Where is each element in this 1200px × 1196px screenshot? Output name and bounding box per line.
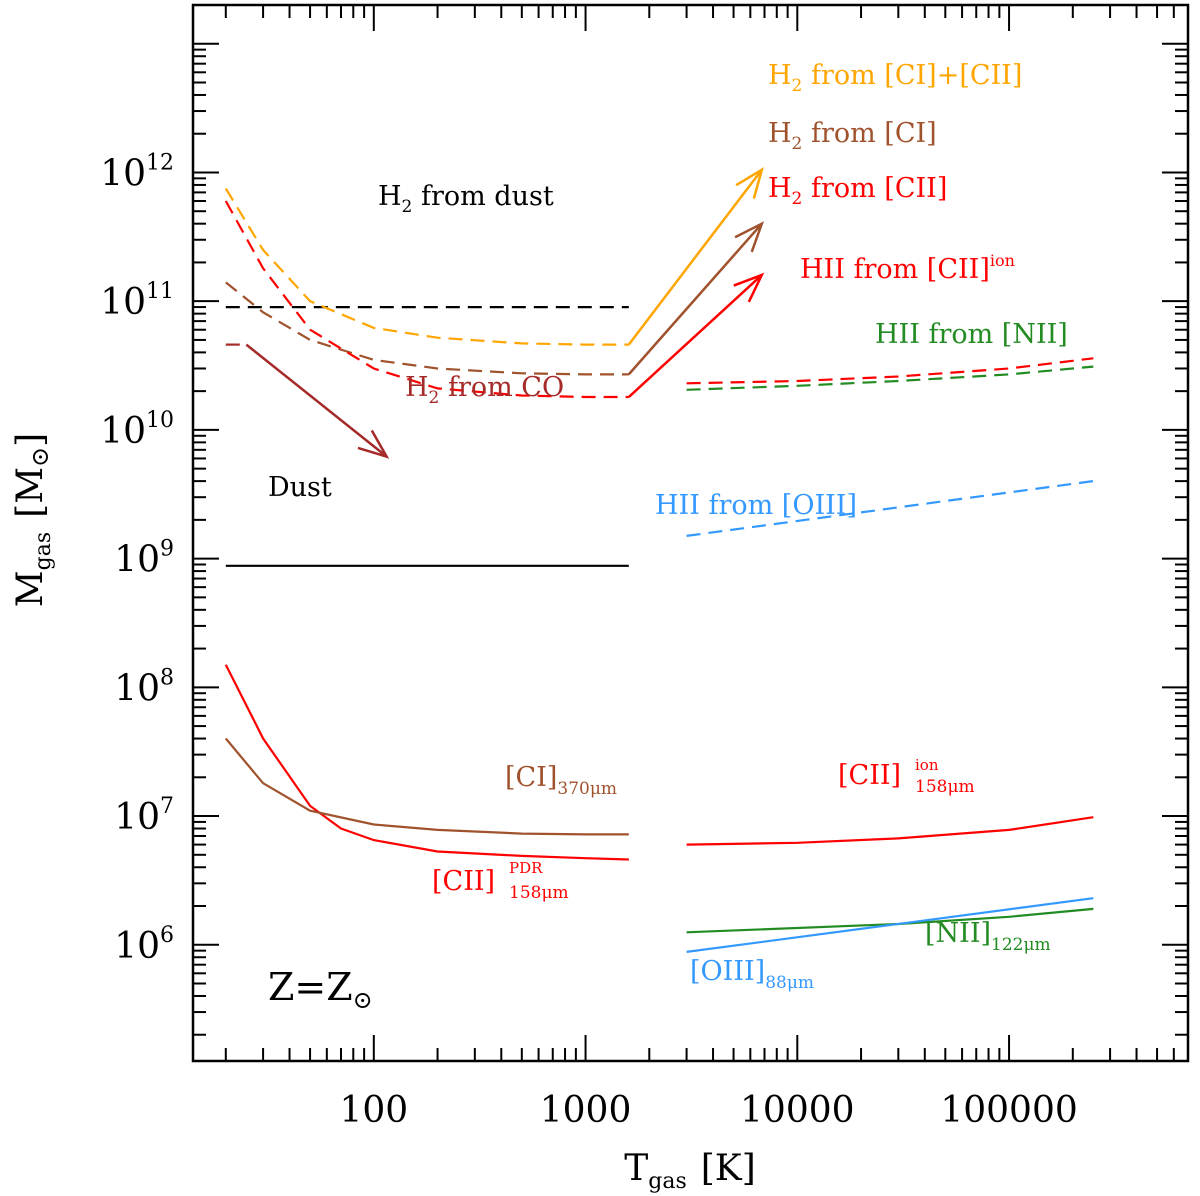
y-tick-label-1e9: 109 (114, 537, 174, 581)
x-tick-label-10000: 10000 (740, 1090, 855, 1131)
x-tick-label-1000: 1000 (540, 1090, 632, 1131)
series-line-hii-from-oiii (686, 480, 1094, 537)
label-ci-370um: [CI]370μm (505, 762, 617, 799)
label-h2-from-ci-cii: H2 from [CI]+[CII] (768, 60, 1022, 96)
x-tick-label-100000: 100000 (940, 1090, 1077, 1131)
axis-ticks (193, 4, 1189, 1061)
y-tick-label-1e7: 107 (114, 794, 174, 838)
series-lines (224, 187, 1094, 953)
series-line-ci-370um (224, 737, 629, 836)
label-nii-122um: [NII]122μm (925, 918, 1051, 955)
x-axis-title-sub: gas (648, 1169, 687, 1194)
panel-label: Z=Z⊙ (268, 965, 373, 1014)
y-axis-title: Mgas[M⊙] (10, 433, 56, 607)
arrow-h2-from-ci (627, 221, 765, 376)
label-hii-from-nii: HII from [NII] (875, 319, 1068, 350)
label-h2-from-dust: H2 from dust (378, 181, 554, 217)
x-tick-label-100: 100 (339, 1090, 408, 1131)
series-arrows (245, 167, 765, 459)
series-line-nii-122um (686, 907, 1094, 934)
label-h2-from-co: H2 from CO (405, 372, 564, 408)
label-cii-ion-158um: [CII] ion 158μm (838, 756, 975, 797)
arrow-h2-from-co (245, 343, 390, 459)
label-dust: Dust (268, 472, 332, 503)
tick-labels: 100 1000 10000 100000 106 107 108 109 1010 1011 10… (100, 150, 1078, 1131)
arrow-h2-from-cii (627, 272, 765, 398)
arrow-h2-from-ci-cii (627, 167, 764, 346)
series-line-h2-from-cii (224, 200, 629, 399)
label-cii-pdr-158um: [CII] PDR 158μm (432, 859, 569, 903)
y-tick-label-1e6: 106 (114, 923, 174, 967)
y-tick-label-1e11: 1011 (100, 279, 174, 323)
x-axis-title: Tgas [K] (624, 1148, 756, 1194)
y-tick-label-1e8: 108 (114, 665, 174, 709)
series-line-hii-from-nii (686, 365, 1094, 391)
annotations: H2 from dust H2 from [CI]+[CII] H2 from … (268, 60, 1068, 993)
series-line-h2-from-ci-cii (224, 187, 629, 346)
series-line-cii-pdr-158um (224, 664, 629, 861)
label-hii-from-cii-ion: HII from [CII]ion (800, 251, 1015, 285)
label-hii-from-oiii: HII from [OIII] (655, 490, 857, 521)
y-tick-label-1e10: 1010 (100, 408, 174, 452)
y-tick-label-1e12: 1012 (100, 150, 174, 194)
series-line-cii-ion-158um (686, 816, 1094, 846)
label-oiii-88um: [OIII]88μm (690, 956, 814, 993)
series-line-oiii-88um (686, 897, 1094, 953)
plot-frame (191, 3, 1190, 1063)
series-line-h2-from-ci (225, 281, 629, 376)
series-line-hii-from-cii-ion (686, 357, 1094, 385)
label-h2-from-cii: H2 from [CII] (768, 173, 947, 209)
label-h2-from-ci: H2 from [CI] (768, 118, 937, 154)
